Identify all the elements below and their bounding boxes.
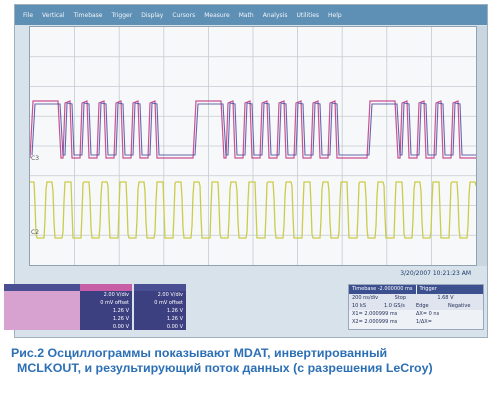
menu-display[interactable]: Display: [141, 11, 164, 19]
waveform-display[interactable]: C3 C2: [29, 26, 477, 266]
trigger-type: Edge: [416, 303, 429, 309]
trigger-level: 1.68 V: [437, 295, 454, 301]
menu-help[interactable]: Help: [328, 11, 342, 19]
oscilloscope-window: File Vertical Timebase Trigger Display C…: [14, 4, 488, 338]
menu-math[interactable]: Math: [238, 11, 254, 19]
channel-descriptor-c1[interactable]: [4, 284, 80, 330]
menu-trigger[interactable]: Trigger: [111, 11, 133, 19]
value1-c3: 1.26 V: [166, 308, 183, 314]
menu-utilities[interactable]: Utilities: [296, 11, 320, 19]
menu-timebase[interactable]: Timebase: [73, 11, 103, 19]
value2-c3: 1.26 V: [166, 316, 183, 322]
menu-cursors[interactable]: Cursors: [172, 11, 196, 19]
caption-line-2: MCLKOUT, и результирующий поток данных (…: [17, 361, 433, 375]
trigger-tab[interactable]: Trigger: [416, 285, 483, 294]
descriptor-header: [80, 284, 132, 291]
cursor-x1: X1= 2.000999 ms: [352, 311, 398, 317]
sample-rate: 1.0 GS/s: [384, 303, 405, 309]
vdiv-c3: 2.00 V/div: [157, 292, 183, 298]
value2-c2: 1.26 V: [112, 316, 129, 322]
caption-line-1: Рис.2 Осциллограммы показывают MDAT, инв…: [11, 346, 388, 360]
cursor-dx: ΔX= 0 ns: [416, 311, 440, 317]
timestamp: 3/20/2007 10:21:23 AM: [400, 270, 471, 277]
descriptor-header: [4, 284, 80, 291]
value3-c3: 0.00 V: [166, 324, 183, 330]
offset-c2: 0 mV offset: [100, 300, 129, 306]
menu-vertical[interactable]: Vertical: [42, 11, 65, 19]
display-side-strip: [477, 26, 487, 266]
vdiv-c2: 2.00 V/div: [103, 292, 129, 298]
mclkout-trace: [30, 181, 476, 239]
trigger-slope: Negative: [448, 303, 471, 309]
mdat-trace: [30, 100, 476, 159]
offset-c3: 0 mV offset: [154, 300, 183, 306]
menu-analysis[interactable]: Analysis: [262, 11, 288, 19]
trigger-mode: Stop: [394, 295, 407, 301]
value3-c2: 0.00 V: [112, 324, 129, 330]
cursor-x2: X2= 2.000999 ms: [352, 319, 398, 325]
sample-count: 10 kS: [352, 303, 367, 309]
channel-descriptor-c3[interactable]: 2.00 V/div 0 mV offset 1.26 V 1.26 V 0.0…: [134, 284, 186, 330]
timebase-trigger-panel[interactable]: Timebase -2.000000 ms Trigger 200 ns/div…: [348, 284, 484, 330]
cursor-inverse-dx: 1/ΔX=: [416, 319, 432, 325]
figure-caption: Рис.2 Осциллограммы показывают MDAT, инв…: [11, 346, 491, 376]
channel-descriptor-c2[interactable]: 2.00 V/div 0 mV offset 1.26 V 1.26 V 0.0…: [80, 284, 132, 330]
waveform-traces: [30, 100, 476, 239]
timebase-tab[interactable]: Timebase -2.000000 ms: [349, 285, 416, 294]
time-per-div: 200 ns/div: [352, 295, 379, 301]
menu-file[interactable]: File: [23, 11, 34, 19]
menu-measure[interactable]: Measure: [204, 11, 230, 19]
mclk-inverted-trace: [31, 102, 476, 156]
channel-marker-c2: C2: [31, 229, 39, 236]
descriptor-header: [134, 284, 186, 291]
menu-bar: File Vertical Timebase Trigger Display C…: [15, 5, 487, 25]
value1-c2: 1.26 V: [112, 308, 129, 314]
channel-marker-c3: C3: [31, 155, 39, 162]
